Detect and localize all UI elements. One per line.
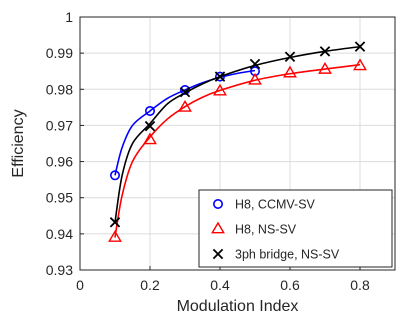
legend-label: H8, CCMV-SV [235, 198, 316, 212]
series-group [108, 41, 367, 242]
series [109, 41, 366, 228]
data-point-triangle-marker [211, 221, 225, 234]
y-tick-label: 0.94 [46, 226, 73, 242]
data-point-triangle-marker [143, 132, 157, 145]
legend: H8, CCMV-SV H8, NS-SV 3ph bridge, NS-SV [198, 189, 393, 268]
y-axis-label: Efficiency [10, 109, 27, 177]
data-point-circle-marker [110, 170, 121, 181]
legend-label: 3ph bridge, NS-SV [235, 248, 340, 262]
x-tick-label: 0.2 [140, 277, 160, 293]
data-point-triangle-marker [213, 83, 227, 96]
data-point-x-marker [109, 217, 121, 228]
y-tick-label: 0.98 [46, 81, 73, 97]
data-point-x-marker [319, 46, 331, 57]
data-point-x-marker [144, 120, 156, 132]
series-line [114, 69, 256, 176]
series [108, 58, 367, 242]
y-tick-label: 0.99 [46, 45, 73, 61]
legend-item: H8, NS-SV [211, 221, 297, 237]
y-tick-label: 1 [65, 9, 73, 25]
data-point-x-marker [179, 86, 191, 98]
data-point-triangle-marker [353, 58, 367, 71]
legend-item: 3ph bridge, NS-SV [212, 248, 340, 262]
y-tick-label: 0.93 [46, 262, 73, 278]
data-point-triangle-marker [283, 65, 297, 78]
legend-box [198, 189, 393, 268]
data-point-triangle-marker [178, 99, 192, 112]
data-point-circle-marker [215, 71, 226, 82]
data-point-triangle-marker [318, 62, 332, 74]
data-point-x-marker [249, 58, 261, 70]
x-tick-label: 0.8 [350, 277, 370, 293]
data-point-circle-marker [213, 199, 224, 210]
y-tick-label: 0.96 [46, 154, 73, 170]
plot-area-frame [79, 16, 396, 271]
x-tick-label: 0.6 [280, 277, 300, 293]
legend-label: H8, NS-SV [235, 223, 297, 237]
series-line [114, 45, 361, 223]
x-tick-label: 0.4 [210, 277, 230, 293]
x-tick-label: 0 [76, 277, 84, 293]
data-point-x-marker [212, 248, 224, 260]
axis-ticks: 0 0.2 0.4 0.6 0.8 0.93 0.94 0.95 0.96 0.97 0.98 0.9… [46, 9, 370, 293]
data-point-triangle-marker [108, 230, 122, 242]
y-tick-label: 0.95 [46, 190, 73, 206]
y-tick-label: 0.97 [46, 117, 73, 133]
data-point-x-marker [214, 71, 226, 82]
data-point-triangle-marker [248, 72, 262, 85]
data-point-x-marker [354, 41, 366, 52]
x-axis-label: Modulation Index [177, 298, 299, 315]
legend-item: H8, CCMV-SV [213, 198, 316, 212]
data-point-circle-marker [145, 105, 156, 116]
data-point-x-marker [284, 51, 296, 62]
